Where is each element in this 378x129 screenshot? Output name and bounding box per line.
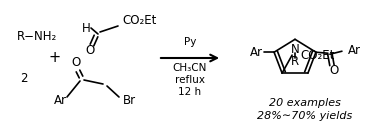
- Text: CO₂Et: CO₂Et: [122, 14, 156, 26]
- Text: CO₂Et: CO₂Et: [300, 49, 335, 62]
- Text: 28%∼70% yields: 28%∼70% yields: [257, 111, 353, 121]
- Text: Ar: Ar: [249, 46, 263, 59]
- Text: 20 examples: 20 examples: [269, 98, 341, 108]
- Text: +: +: [49, 50, 61, 66]
- Text: O: O: [329, 64, 339, 77]
- Text: R−NH₂: R−NH₂: [17, 30, 57, 43]
- Text: 2: 2: [20, 71, 28, 84]
- Text: CH₃CN: CH₃CN: [173, 63, 207, 73]
- Text: Py: Py: [184, 37, 196, 47]
- Text: Ar: Ar: [54, 94, 67, 107]
- Text: R: R: [291, 55, 299, 68]
- Text: O: O: [85, 43, 94, 57]
- Text: reflux: reflux: [175, 75, 205, 85]
- Text: N: N: [291, 43, 299, 56]
- Text: Ar: Ar: [348, 44, 361, 57]
- Text: O: O: [71, 55, 81, 68]
- Text: 12 h: 12 h: [178, 87, 201, 97]
- Text: Br: Br: [123, 94, 136, 107]
- Text: H: H: [82, 22, 90, 34]
